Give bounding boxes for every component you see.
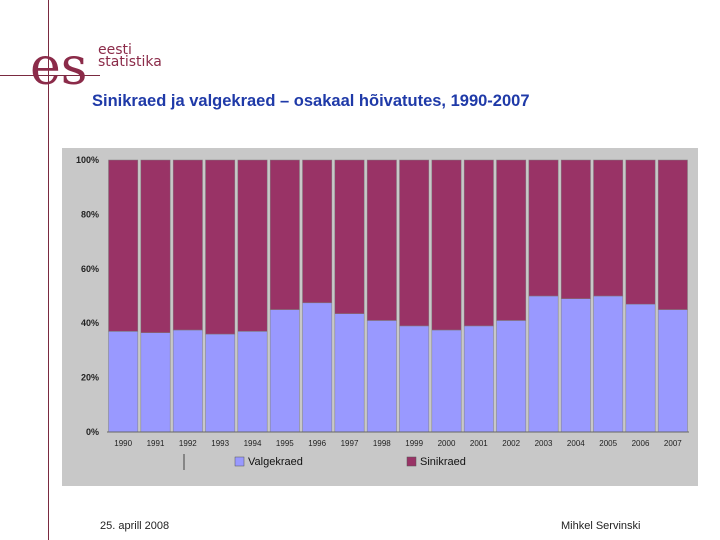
x-tick-label: 2003: [535, 439, 553, 448]
decorative-horizontal-line: [0, 75, 100, 76]
y-tick-label: 20%: [81, 373, 99, 383]
x-tick-label: 1991: [147, 439, 165, 448]
x-tick-label: 1999: [405, 439, 423, 448]
footer-author: Mihkel Servinski: [561, 520, 641, 532]
slide-title: Sinikraed ja valgekraed – osakaal hõivat…: [92, 92, 530, 110]
bar-valgekraed-1997: [334, 313, 365, 433]
x-tick-label: 2004: [567, 439, 585, 448]
bar-sinikraed-1992: [172, 159, 203, 331]
bar-valgekraed-1992: [172, 329, 203, 433]
bar-valgekraed-2001: [463, 325, 494, 433]
legend-swatch-valgekraed: [234, 456, 245, 467]
x-tick-label: 1996: [308, 439, 326, 448]
legend-label-sinikraed: Sinikraed: [420, 456, 466, 468]
bar-valgekraed-1994: [237, 331, 268, 433]
decorative-vertical-line: [48, 0, 49, 540]
x-tick-label: 1993: [211, 439, 229, 448]
bar-valgekraed-1999: [399, 325, 430, 433]
bar-sinikraed-2000: [431, 159, 462, 331]
x-tick-label: 1992: [179, 439, 197, 448]
x-tick-label: 1995: [276, 439, 294, 448]
bar-valgekraed-1991: [140, 332, 171, 433]
bar-valgekraed-1996: [302, 302, 333, 433]
bar-valgekraed-1995: [269, 309, 300, 433]
bar-valgekraed-2000: [431, 329, 462, 433]
bar-valgekraed-2002: [496, 320, 527, 433]
bar-valgekraed-2006: [625, 303, 656, 433]
bar-valgekraed-2005: [593, 295, 624, 433]
y-tick-label: 80%: [81, 209, 99, 219]
footer-date: 25. aprill 2008: [100, 520, 170, 532]
bar-valgekraed-1998: [366, 320, 397, 433]
bar-sinikraed-1995: [269, 159, 300, 310]
bar-sinikraed-1993: [205, 159, 236, 335]
logo-line1: eesti: [98, 42, 132, 58]
bar-sinikraed-2002: [496, 159, 527, 321]
bar-valgekraed-2007: [657, 309, 688, 433]
bar-sinikraed-1990: [108, 159, 139, 332]
x-tick-label: 2000: [438, 439, 456, 448]
y-tick-label: 0%: [86, 427, 99, 437]
legend-swatch-sinikraed: [406, 456, 417, 467]
bar-valgekraed-1990: [108, 331, 139, 433]
y-tick-label: 60%: [81, 264, 99, 274]
bar-sinikraed-1999: [399, 159, 430, 327]
logo-mark: es: [30, 37, 87, 96]
bar-sinikraed-1997: [334, 159, 365, 314]
bar-sinikraed-2004: [560, 159, 591, 299]
x-tick-label: 1990: [114, 439, 132, 448]
bar-sinikraed-2005: [593, 159, 624, 297]
bar-sinikraed-2003: [528, 159, 559, 297]
bar-valgekraed-1993: [205, 333, 236, 433]
bar-sinikraed-2006: [625, 159, 656, 305]
x-tick-label: 1997: [341, 439, 359, 448]
bar-sinikraed-1991: [140, 159, 171, 333]
statistics-estonia-logo: es eesti statistika: [30, 37, 162, 96]
stacked-bar-chart: 0% 20% 40% 60% 80% 100% 1990 1991 1992 1993 1994 19…: [76, 155, 689, 470]
x-tick-label: 2006: [632, 439, 650, 448]
bar-sinikraed-1994: [237, 159, 268, 332]
x-tick-label: 2001: [470, 439, 488, 448]
y-tick-label: 40%: [81, 318, 99, 328]
y-tick-label: 100%: [76, 155, 99, 165]
x-tick-label: 1994: [244, 439, 262, 448]
x-tick-label: 2005: [599, 439, 617, 448]
x-tick-label: 1998: [373, 439, 391, 448]
logo-line2: statistika: [98, 54, 162, 70]
bar-sinikraed-2007: [657, 159, 688, 310]
bar-valgekraed-2004: [560, 298, 591, 433]
legend-label-valgekraed: Valgekraed: [248, 456, 303, 468]
x-tick-label: 2002: [502, 439, 520, 448]
bar-sinikraed-1998: [366, 159, 397, 321]
x-tick-label: 2007: [664, 439, 682, 448]
bar-sinikraed-2001: [463, 159, 494, 327]
bar-valgekraed-2003: [528, 295, 559, 433]
bar-sinikraed-1996: [302, 159, 333, 304]
